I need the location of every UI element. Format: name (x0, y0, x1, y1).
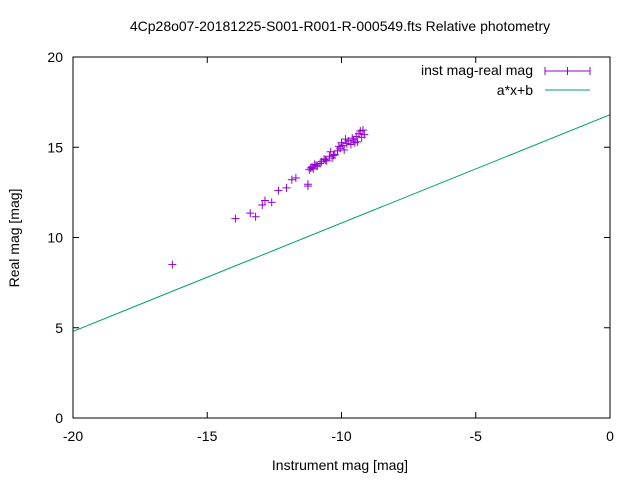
data-point (329, 151, 338, 160)
data-point (246, 209, 255, 218)
x-axis-label: Instrument mag [mag] (272, 457, 408, 473)
data-point (316, 159, 325, 168)
y-tick-label: 20 (47, 49, 63, 65)
plot-frame (72, 56, 611, 419)
data-point (322, 156, 331, 165)
x-tick-label: -5 (470, 428, 483, 444)
y-tick-label: 5 (55, 320, 63, 336)
x-tick-label: -10 (331, 428, 351, 444)
chart-title: 4Cp28o07-20181225-S001-R001-R-000549.fts… (130, 18, 550, 34)
legend-label-data: inst mag-real mag (421, 62, 533, 78)
data-point (282, 183, 291, 192)
data-point (258, 201, 267, 210)
x-tick-label: -20 (63, 428, 83, 444)
data-point (231, 214, 240, 223)
data-point (360, 130, 369, 139)
legend: inst mag-real mag a*x+b (421, 62, 591, 98)
data-point (168, 260, 177, 269)
axis-ticks-group: -20 -15 -10 -5 0 0 5 10 15 20 (47, 49, 614, 444)
data-point (321, 155, 330, 164)
legend-sample-data (544, 67, 591, 75)
legend-marker (544, 67, 591, 75)
data-point (260, 196, 269, 205)
y-tick-label: 10 (47, 230, 63, 246)
data-point (348, 134, 357, 143)
data-point (267, 198, 276, 207)
data-point (353, 137, 362, 146)
data-point (340, 145, 349, 154)
data-point (287, 175, 296, 184)
data-point (337, 138, 346, 147)
y-tick-label: 15 (47, 139, 63, 155)
data-point (341, 135, 350, 144)
data-point (346, 140, 355, 149)
data-points-group (168, 126, 369, 269)
data-point (303, 182, 312, 191)
y-axis-label: Real mag [mag] (6, 189, 22, 288)
legend-label-fit: a*x+b (497, 82, 533, 98)
fit-line (73, 114, 610, 332)
y-tick-label: 0 (55, 410, 63, 426)
data-point (311, 161, 320, 170)
data-point (251, 212, 260, 221)
data-point (291, 173, 300, 182)
data-point (306, 164, 315, 173)
x-tick-label: 0 (606, 428, 614, 444)
data-point (358, 126, 367, 135)
fit-line-group (73, 114, 610, 332)
data-point (274, 186, 283, 195)
plot-area: -20 -15 -10 -5 0 0 5 10 15 20 (47, 49, 614, 444)
x-tick-label: -15 (197, 428, 217, 444)
